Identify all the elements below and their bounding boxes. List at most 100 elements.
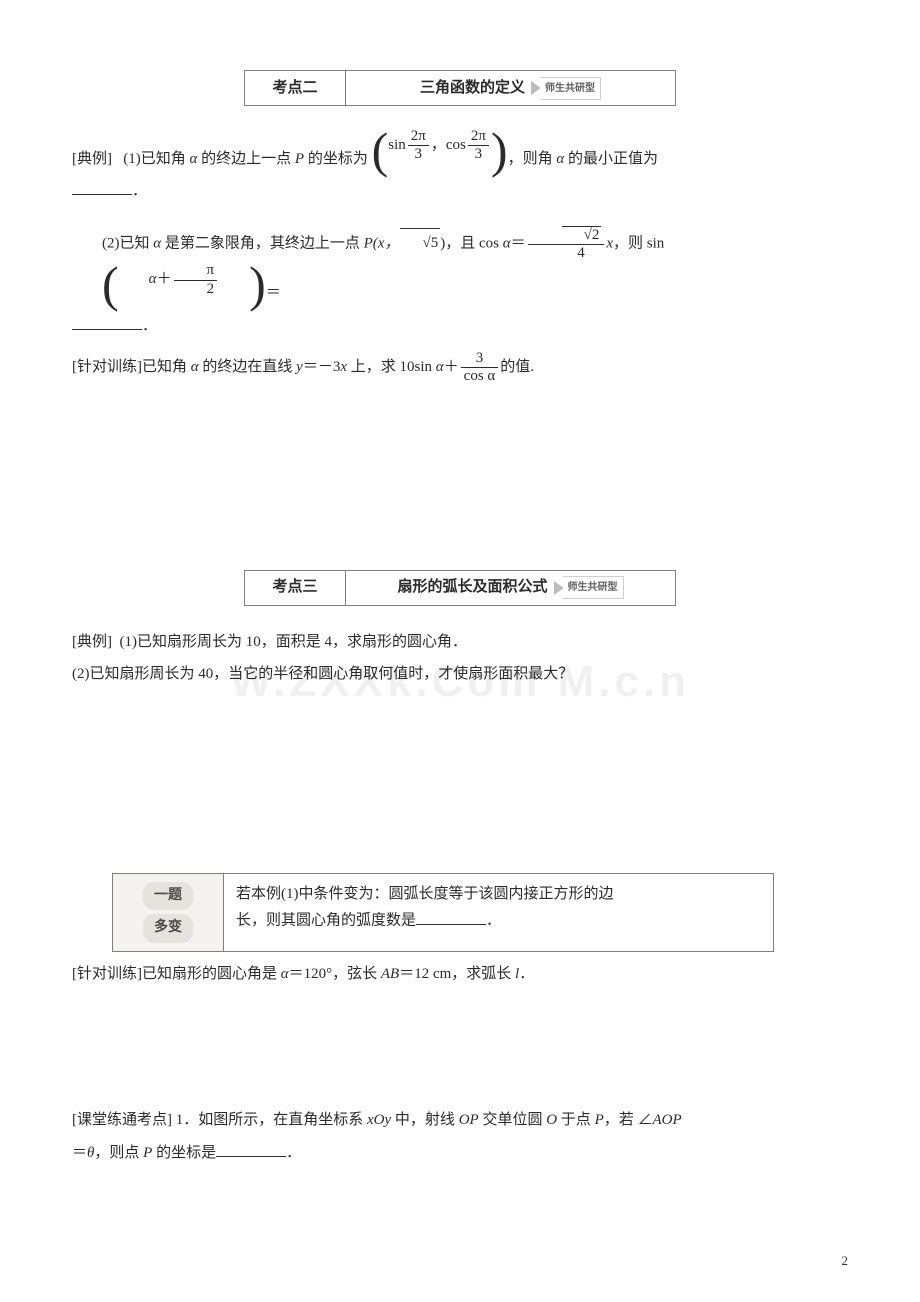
alpha: α <box>436 359 444 375</box>
text: ，则角 <box>508 151 557 167</box>
yiti-box: 一题 多变 若本例(1)中条件变为：圆弧长度等于该圆内接正方形的边 长，则其圆心… <box>112 873 774 952</box>
alpha: α <box>503 235 511 251</box>
section3-header: 考点三 扇形的弧长及面积公式 师生共研型 <box>244 570 676 606</box>
period: ． <box>486 913 501 929</box>
text: 已知扇形的圆心角是 <box>142 966 281 982</box>
text: 已知角 <box>142 359 191 375</box>
section3-tag-label: 师生共研型 <box>563 576 624 599</box>
text: 的终边在直线 <box>199 359 297 375</box>
x: x <box>606 235 613 251</box>
sin: sin <box>388 137 406 153</box>
answer-blank <box>72 312 142 330</box>
section2-left: 考点二 <box>245 71 346 105</box>
section2-tag-label: 师生共研型 <box>540 77 601 100</box>
y: y <box>296 359 303 375</box>
period: ． <box>519 966 534 982</box>
yiti-pill-1: 一题 <box>143 882 193 911</box>
px: P(x， <box>364 235 400 251</box>
text: ，则 sin <box>613 235 664 251</box>
frac: π2 <box>174 262 218 298</box>
section3-title: 扇形的弧长及面积公式 <box>397 573 547 602</box>
text: (1)已知扇形周长为 10，面积是 4，求扇形的圆心角． <box>120 634 468 650</box>
section2-tag: 师生共研型 <box>531 77 601 100</box>
section2-header: 考点二 三角函数的定义 师生共研型 <box>244 70 676 106</box>
text: 长，则其圆心角的弧度数是 <box>236 913 416 929</box>
page-number: 2 <box>842 1249 849 1274</box>
frac: 2π3 <box>408 128 429 164</box>
text: 中，射线 <box>391 1112 459 1128</box>
example-label: [典例] <box>72 151 112 167</box>
text: 的终边上一点 <box>197 151 295 167</box>
period: ． <box>286 1145 301 1161</box>
answer-blank <box>216 1139 286 1157</box>
text: 的坐标是 <box>152 1145 216 1161</box>
P: P <box>595 1112 604 1128</box>
text: 1．如图所示，在直角坐标系 <box>172 1112 367 1128</box>
xOy: xOy <box>367 1112 391 1128</box>
AB: AB <box>381 966 399 982</box>
OP: OP <box>459 1112 479 1128</box>
alpha: α <box>281 966 289 982</box>
eq: ＝ <box>266 285 281 301</box>
sec3-example-2: (2)已知扇形周长为 40，当它的半径和圆心角取何值时，才使扇形面积最大？ <box>72 660 848 689</box>
text: (2)已知 <box>102 235 153 251</box>
text: 的值. <box>500 359 534 375</box>
eq: ＝ <box>511 235 526 251</box>
frac: 24 <box>528 226 605 263</box>
text: 若本例(1)中条件变为：圆弧长度等于该圆内接正方形的边 <box>236 886 614 902</box>
eq: ＝－3 <box>303 359 341 375</box>
text: ，若 ∠ <box>604 1112 653 1128</box>
text: 上，求 10sin <box>347 359 436 375</box>
yiti-pill-2: 多变 <box>143 914 193 943</box>
classroom-q1: [课堂练通考点] 1．如图所示，在直角坐标系 xOy 中，射线 OP 交单位圆 … <box>72 1106 848 1135</box>
section2-right: 三角函数的定义 师生共研型 <box>346 71 675 105</box>
text: 是第二象限角，其终边上一点 <box>161 235 364 251</box>
yiti-left: 一题 多变 <box>113 874 224 951</box>
section3-tag: 师生共研型 <box>554 576 624 599</box>
section2-title: 三角函数的定义 <box>420 74 525 103</box>
text: 交单位圆 <box>479 1112 547 1128</box>
text: 的坐标为 <box>304 151 368 167</box>
eq: ＝120°，弦长 <box>289 966 381 982</box>
train-label: [针对训练] <box>72 966 142 982</box>
sec2-ex1-blank-line: ． <box>72 177 848 206</box>
alpha: α <box>153 235 161 251</box>
plus: ＋ <box>444 359 459 375</box>
classroom-q1-line2: ＝θ，则点 P 的坐标是． <box>72 1139 848 1168</box>
P: P <box>143 1145 152 1161</box>
alpha: α <box>191 359 199 375</box>
sec2-training: [针对训练]已知角 α 的终边在直线 y＝－3x 上，求 10sin α＋3co… <box>72 350 848 386</box>
text: (2)已知扇形周长为 40，当它的半径和圆心角取何值时，才使扇形面积最大？ <box>72 666 573 682</box>
O: O <box>546 1112 557 1128</box>
x: x <box>340 359 347 375</box>
answer-blank <box>416 907 486 925</box>
section3-left: 考点三 <box>245 571 346 605</box>
AOP: AOP <box>653 1112 682 1128</box>
coord-paren: ( sin2π3，cos2π3 ) <box>372 128 508 164</box>
plus: ＋ <box>157 271 172 287</box>
classroom-label: [课堂练通考点] <box>72 1112 172 1128</box>
answer-blank <box>72 178 132 196</box>
paren: ( α＋π2 ) <box>72 262 266 298</box>
p: P <box>295 151 304 167</box>
sec2-example-1: [典例] (1)已知角 α 的终边上一点 P 的坐标为 ( sin2π3，cos… <box>72 128 848 173</box>
text: ，则点 <box>94 1145 143 1161</box>
sqrt2: 2 <box>562 226 602 244</box>
eq: ＝ <box>72 1145 87 1161</box>
sqrt5: 5 <box>400 228 440 258</box>
text: 的最小正值为 <box>564 151 658 167</box>
text: (1)已知角 <box>123 151 189 167</box>
frac: 3cos α <box>461 350 499 386</box>
sec3-training: [针对训练]已知扇形的圆心角是 α＝120°，弦长 AB＝12 cm，求弧长 l… <box>72 960 848 989</box>
sec3-example-1: [典例] (1)已知扇形周长为 10，面积是 4，求扇形的圆心角． <box>72 628 848 657</box>
train-label: [针对训练] <box>72 359 142 375</box>
text: 于点 <box>557 1112 595 1128</box>
frac: 2π3 <box>468 128 489 164</box>
eq2: ＝12 cm，求弧长 <box>399 966 515 982</box>
example-label: [典例] <box>72 634 112 650</box>
text: ，且 cos <box>445 235 503 251</box>
section3-right: 扇形的弧长及面积公式 师生共研型 <box>346 571 675 605</box>
sec2-ex2-blank-line: ． <box>72 312 848 341</box>
alpha: α <box>149 271 157 287</box>
cos: cos <box>446 137 466 153</box>
